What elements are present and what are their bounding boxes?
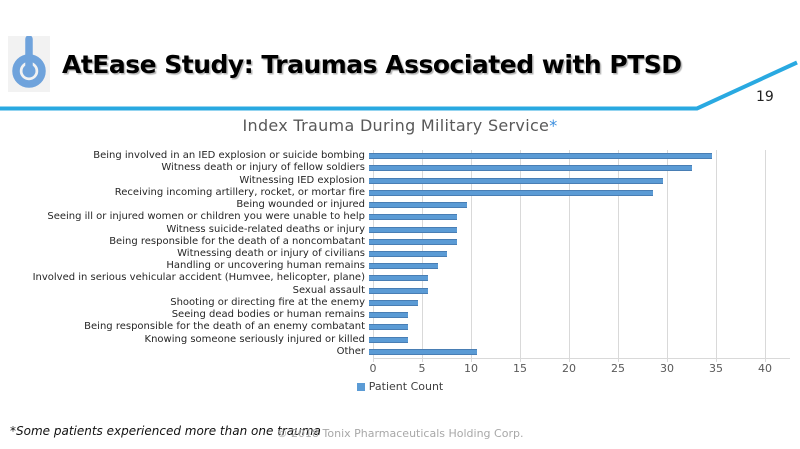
bar-track: [369, 309, 790, 321]
slide-title: AtEase Study: Traumas Associated with PT…: [62, 50, 682, 79]
bar-track: [369, 223, 790, 235]
footnote: *Some patients experienced more than one…: [10, 424, 321, 438]
bar: [369, 287, 428, 294]
bar: [369, 238, 458, 245]
legend-marker-icon: [356, 382, 365, 391]
bar: [369, 250, 448, 257]
bar-row: Being involved in an IED explosion or su…: [0, 150, 790, 162]
bar-track: [369, 211, 790, 223]
bar-track: [369, 199, 790, 211]
chart-title: Index Trauma During Military Service*: [0, 116, 800, 135]
company-logo: [8, 35, 50, 92]
bar-track: [369, 174, 790, 186]
x-tick-label: 35: [709, 362, 723, 375]
bar-row: Shooting or directing fire at the enemy: [0, 297, 790, 309]
bar-track: [369, 248, 790, 260]
bar-row: Handling or uncovering human remains: [0, 260, 790, 272]
bar-label: Seeing dead bodies or human remains: [171, 309, 365, 321]
bar-track: [369, 285, 790, 297]
bar-row: Sexual assault: [0, 285, 790, 297]
x-tick-label: 40: [758, 362, 772, 375]
bar-label: Being wounded or injured: [236, 199, 365, 211]
bar-label: Involved in serious vehicular accident (…: [32, 272, 365, 284]
bar: [369, 177, 663, 184]
bar-label: Being responsible for the death of a non…: [109, 235, 365, 247]
bar-label: Receiving incoming artillery, rocket, or…: [114, 186, 365, 198]
bar-row: Witnessing IED explosion: [0, 174, 790, 186]
bar-label: Other: [336, 345, 365, 357]
bar-row: Receiving incoming artillery, rocket, or…: [0, 187, 790, 199]
bar-label: Handling or uncovering human remains: [166, 260, 365, 272]
legend: Patient Count: [0, 380, 800, 393]
x-tick-label: 10: [464, 362, 478, 375]
page-number: 19: [756, 89, 774, 105]
bar: [369, 348, 477, 355]
x-tick-label: 25: [611, 362, 625, 375]
bar-label: Shooting or directing fire at the enemy: [170, 296, 365, 308]
bar-row: Being responsible for the death of an en…: [0, 321, 790, 333]
chart-title-asterisk: *: [549, 116, 558, 135]
bar: [369, 189, 654, 196]
bar-label: Witnessing death or injury of civilians: [177, 247, 365, 259]
bar-row: Other: [0, 346, 790, 358]
bar-track: [369, 334, 790, 346]
bar-label: Sexual assault: [292, 284, 365, 296]
power-icon: [8, 35, 50, 92]
bar: [369, 312, 409, 319]
bar-track: [369, 297, 790, 309]
bar: [369, 263, 438, 270]
bar-label: Witness death or injury of fellow soldie…: [161, 162, 365, 174]
bar-track: [369, 260, 790, 272]
bar-row: Seeing dead bodies or human remains: [0, 309, 790, 321]
bar-track: [369, 162, 790, 174]
bar-row: Seeing ill or injured women or children …: [0, 211, 790, 223]
bar: [369, 324, 409, 331]
chart-title-text: Index Trauma During Military Service: [242, 116, 550, 135]
bar-label: Being responsible for the death of an en…: [84, 321, 365, 333]
bar-label: Seeing ill or injured women or children …: [47, 211, 365, 223]
bar-row: Being responsible for the death of a non…: [0, 236, 790, 248]
x-tick-label: 0: [369, 362, 377, 375]
bar: [369, 226, 458, 233]
legend-label: Patient Count: [368, 380, 444, 393]
bar-label: Being involved in an IED explosion or su…: [93, 150, 365, 162]
bar-track: [369, 236, 790, 248]
bar-row: Being wounded or injured: [0, 199, 790, 211]
bar-row: Involved in serious vehicular accident (…: [0, 272, 790, 284]
bar: [369, 202, 467, 209]
bar: [369, 299, 418, 306]
bar-row: Witness death or injury of fellow soldie…: [0, 162, 790, 174]
bar: [369, 214, 458, 221]
bar-label: Knowing someone seriously injured or kil…: [144, 333, 365, 345]
x-tick-label: 20: [562, 362, 576, 375]
x-tick-label: 15: [513, 362, 527, 375]
bar-track: [369, 346, 790, 358]
copyright: © 2018 Tonix Pharmaceuticals Holding Cor…: [276, 427, 524, 440]
bar-track: [369, 187, 790, 199]
bar-label: Witnessing IED explosion: [239, 174, 365, 186]
bar-track: [369, 272, 790, 284]
bar: [369, 336, 409, 343]
bar-track: [369, 150, 790, 162]
x-tick-label: 30: [660, 362, 674, 375]
chart-rows: Being involved in an IED explosion or su…: [0, 150, 790, 358]
bar: [369, 275, 428, 282]
bar-track: [369, 321, 790, 333]
x-tick-label: 5: [418, 362, 426, 375]
x-axis: 0 5 10 15 20 25 30 35 40: [369, 362, 790, 376]
bar: [369, 153, 712, 160]
bar-row: Witness suicide-related deaths or injury: [0, 223, 790, 235]
bar: [369, 165, 693, 172]
bar-row: Witnessing death or injury of civilians: [0, 248, 790, 260]
bar-row: Knowing someone seriously injured or kil…: [0, 334, 790, 346]
bar-label: Witness suicide-related deaths or injury: [166, 223, 365, 235]
